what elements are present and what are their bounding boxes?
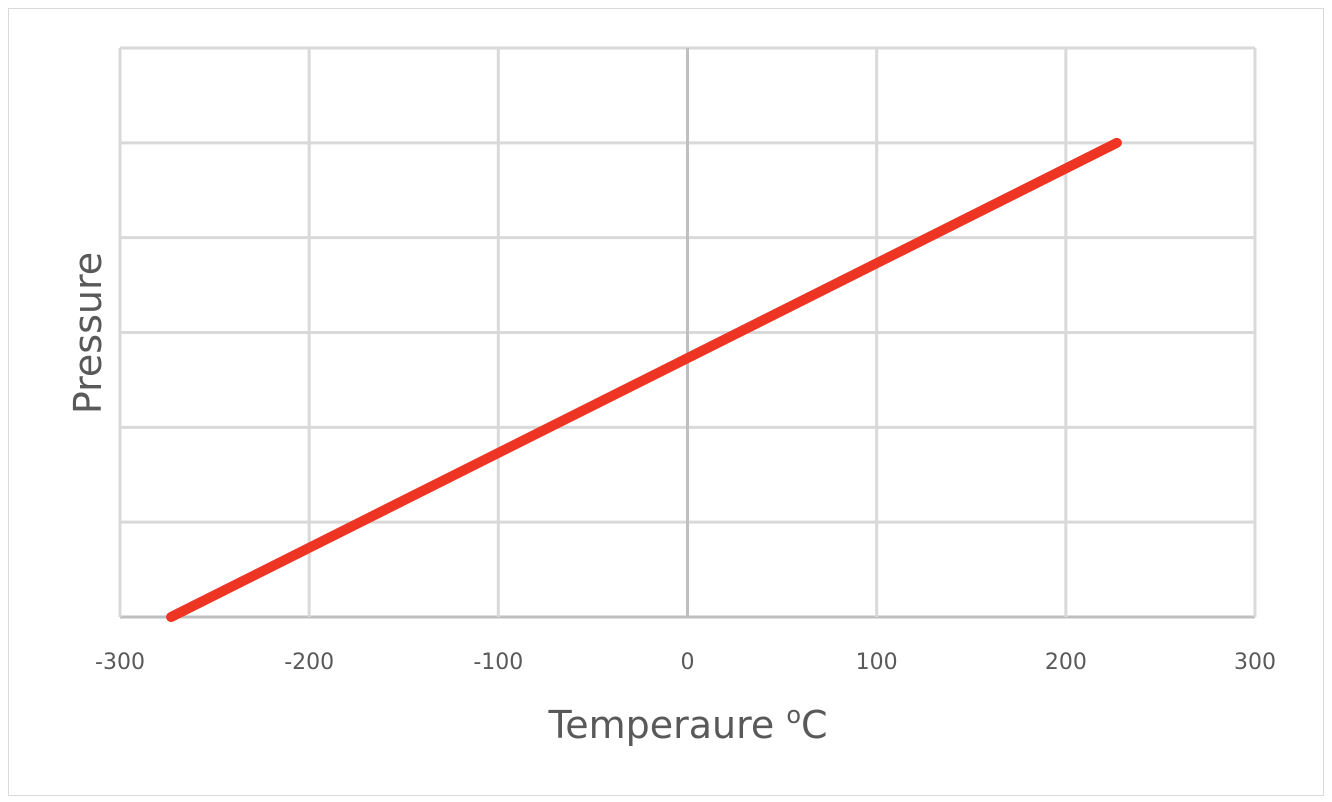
x-tick-label: 200 [1045,650,1087,675]
series [166,137,1122,622]
x-tick-label: 300 [1234,650,1276,675]
x-tick-labels: -300 -200 -100 0 100 200 300 [95,650,1276,675]
gridlines [118,46,1257,619]
x-tick-label: -100 [473,650,523,675]
x-tick-label: 0 [681,650,695,675]
pressure-line [166,137,1122,622]
x-tick-label: 100 [856,650,898,675]
x-tick-label: -300 [95,650,145,675]
y-axis-title: Pressure [66,252,110,414]
chart-frame [8,8,1324,796]
x-axis-title: Temperaure oC [547,701,827,747]
x-tick-label: -200 [284,650,334,675]
